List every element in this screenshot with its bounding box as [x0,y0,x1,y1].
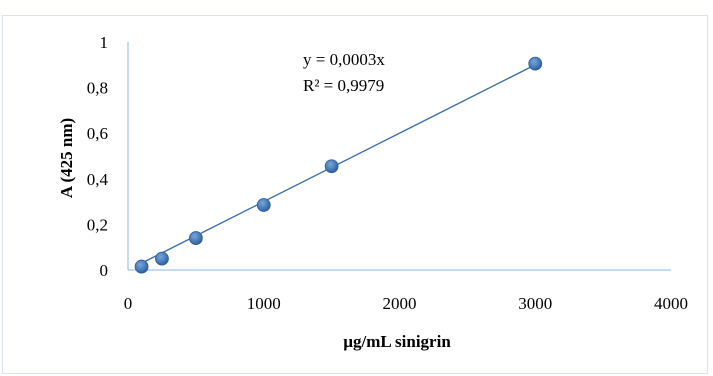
y-tick-label: 0,6 [87,124,108,143]
data-point [155,251,169,266]
x-tick-label: 4000 [654,294,688,313]
x-tick-label: 2000 [383,294,417,313]
x-tick-label: 3000 [518,294,552,313]
data-point [256,198,271,212]
trendline-equation: y = 0,0003x [303,50,385,69]
y-tick-label: 0,2 [87,215,108,234]
y-tick-label: 1 [100,33,109,52]
x-tick-label: 1000 [247,294,281,313]
data-point [324,159,339,174]
chart-area [2,15,708,374]
x-axis-title: µg/mL sinigrin [343,332,451,351]
y-tick-label: 0 [100,261,109,280]
r-squared-label: R² = 0,9979 [303,76,384,95]
data-point [528,56,543,71]
trendline-line [141,64,536,264]
trendline [141,64,536,264]
y-tick-label: 0,4 [87,170,109,189]
data-points [134,56,543,274]
axes [127,42,671,271]
y-tick-label: 0,8 [87,79,108,98]
data-point [188,231,203,245]
y-axis-title: A (425 nm) [57,118,76,198]
x-tick-label: 0 [124,294,133,313]
data-point [134,259,149,274]
tick-labels: 0 1000 2000 3000 4000 0 0,2 0,4 0,6 0,8 1 [87,33,688,313]
